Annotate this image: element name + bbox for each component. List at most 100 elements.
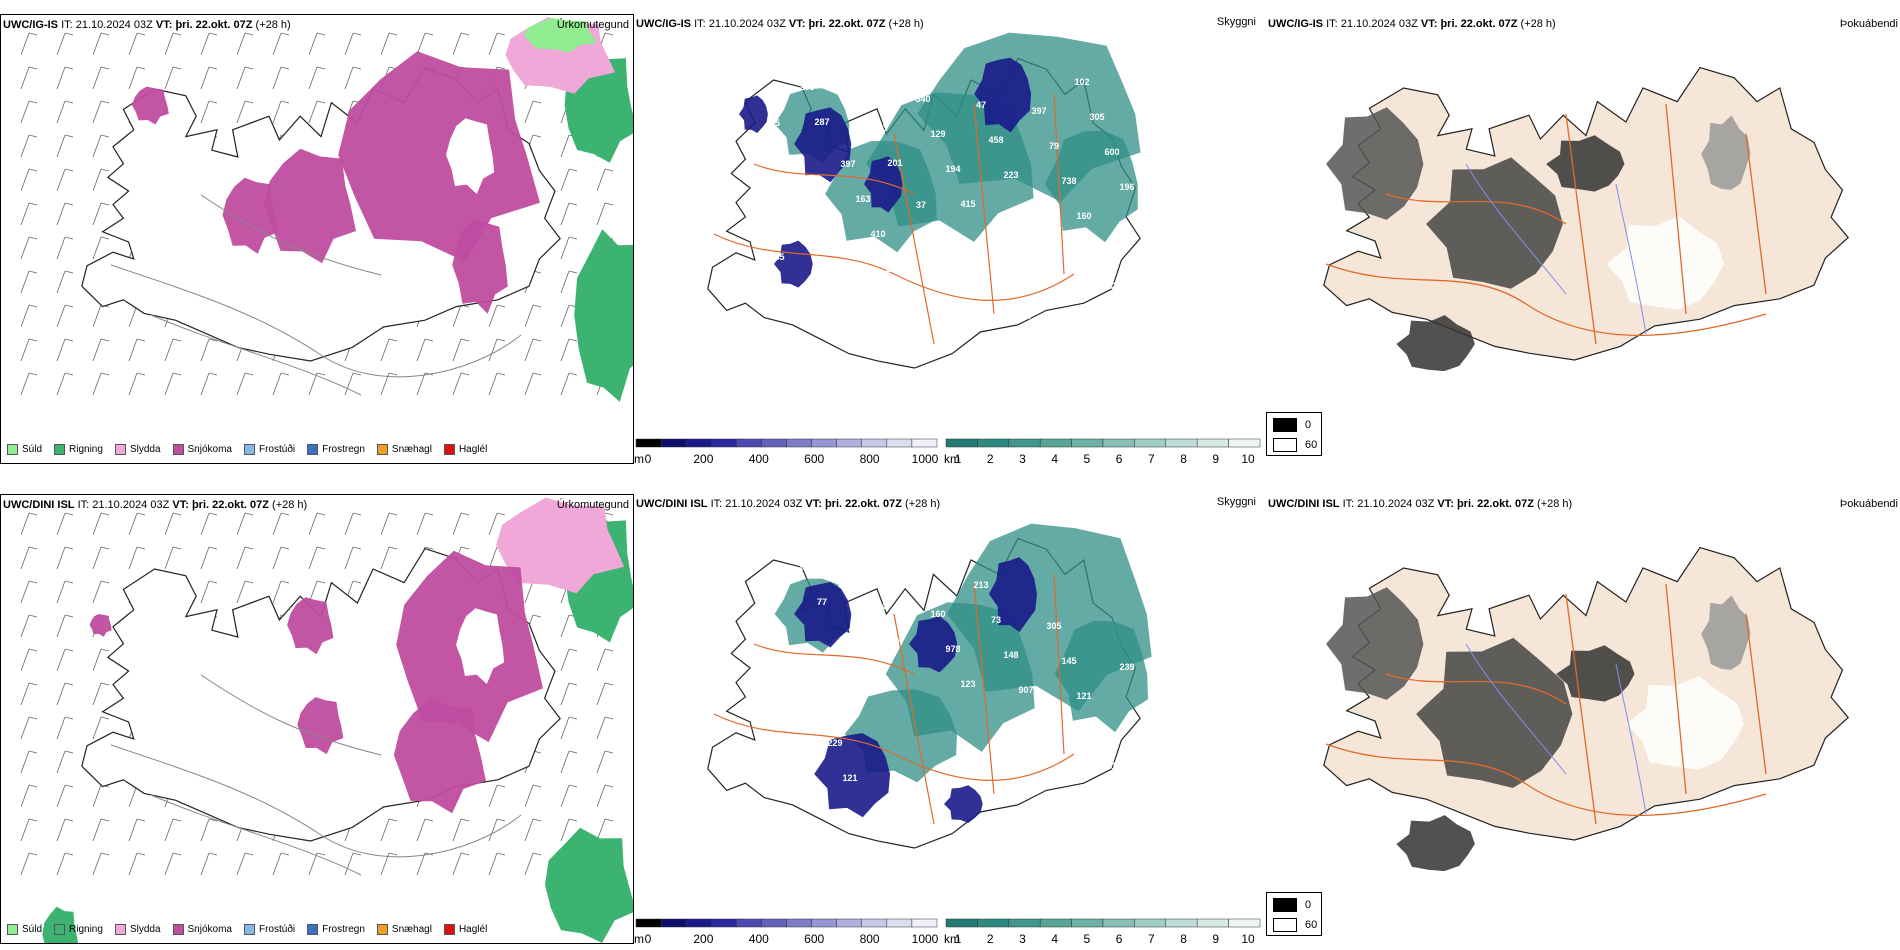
wind-barb-flag (604, 716, 614, 720)
wind-barb-flag (64, 818, 74, 822)
wind-barb (20, 852, 30, 876)
wind-barb (56, 648, 66, 672)
visibility-panel-bottom: 272 77 37 123 630 216 920 05 978 907 76 58 19 160 148 1… (634, 494, 1270, 946)
elevation-label: 92 (1062, 282, 1072, 292)
elevation-colorbar-unit: m (634, 452, 644, 466)
fog-legend-bottom: 0 60 (1266, 892, 1322, 936)
wind-barb-flag (244, 100, 254, 104)
wind-barb (20, 304, 30, 328)
wind-barb-flag (64, 852, 74, 856)
elevation-colorbar-segment (711, 918, 737, 928)
wind-barb-flag (64, 614, 74, 618)
wind-barb (56, 304, 66, 328)
river-network (1465, 163, 1647, 335)
wind-barb (488, 372, 498, 396)
wind-barb-flag (208, 66, 218, 70)
visibility-colorbar-tick: 5 (1084, 932, 1091, 946)
elevation-label: 196 (1119, 182, 1134, 192)
legend-label: Slydda (129, 444, 161, 455)
wind-barb-flag (496, 32, 506, 36)
visibility-colorbar-tick: 4 (1051, 932, 1058, 946)
wind-barb (272, 32, 282, 56)
elevation-label: 195 (754, 217, 769, 227)
precip-legend: Súld Rigning Slydda Snjókoma Frostúði Frostre… (7, 924, 487, 935)
fog-high-swatch (1273, 438, 1297, 452)
wind-barb-flag (532, 614, 542, 618)
wind-barb (20, 512, 30, 536)
wind-barb-flag (100, 32, 110, 36)
wind-barb (20, 270, 30, 294)
wind-barb-flag (208, 512, 218, 516)
wind-barb-flag (604, 202, 614, 206)
wind-barb-flag (64, 648, 74, 652)
fog-low-swatch (1273, 898, 1297, 912)
wind-barb (20, 168, 30, 192)
fog-index-area (1396, 315, 1475, 372)
wind-barb-flag (388, 818, 398, 822)
visibility-colorbar-tick: 10 (1241, 932, 1255, 946)
visibility-colorbar-segment (1228, 918, 1261, 928)
wind-barb (380, 818, 390, 842)
wind-barb (164, 338, 174, 362)
wind-barb-flag (532, 100, 542, 104)
wind-barb (560, 168, 570, 192)
legend-item-4: Frostúði (243, 444, 295, 455)
wind-barb-flag (388, 338, 398, 342)
elevation-label: 490 (754, 697, 769, 707)
elevation-label: 102 (1074, 77, 1089, 87)
elevation-label: 125 (857, 88, 872, 98)
legend-swatch (443, 444, 455, 455)
fog-legend-top: 0 60 (1266, 412, 1322, 456)
wind-barb (596, 682, 606, 706)
wind-barb-flag (64, 202, 74, 206)
wind-barb (488, 784, 498, 808)
wind-barb-flag (100, 100, 110, 104)
wind-barb (596, 716, 606, 740)
wind-barb (560, 648, 570, 672)
wind-barb (128, 66, 138, 90)
wind-barb-flag (100, 818, 110, 822)
elevation-label: 253 (943, 270, 958, 280)
panel-variable: Skyggni (1216, 496, 1256, 508)
wind-barb (56, 32, 66, 56)
wind-barb (308, 66, 318, 90)
wind-barb-flag (496, 818, 506, 822)
visibility-colorbar-segment (1008, 918, 1041, 928)
wind-barb (452, 372, 462, 396)
wind-barb-flag (568, 270, 578, 274)
legend-label: Frostregn (322, 924, 365, 935)
wind-barb-flag (316, 32, 326, 36)
wind-barb-flag (100, 202, 110, 206)
wind-barb-flag (244, 580, 254, 584)
legend-label: Slydda (129, 924, 161, 935)
wind-barb-flag (352, 546, 362, 550)
legend-swatch (54, 444, 66, 455)
wind-barb (308, 372, 318, 396)
legend-item-4: Frostúði (243, 924, 295, 935)
wind-barb-flag (28, 818, 38, 822)
legend-label: Frostregn (322, 444, 365, 455)
legend-item-6: Snæhagl (376, 924, 432, 935)
elevation-label: 410 (870, 229, 885, 239)
elevation-label: 397 (1031, 106, 1046, 116)
elevation-label: 75 (815, 703, 825, 713)
visibility-colorbar-segment (1008, 438, 1041, 448)
wind-barb-flag (244, 372, 254, 376)
elevation-label: 73 (991, 615, 1001, 625)
wind-barb (560, 750, 570, 774)
elevation-label: 05 (875, 603, 885, 613)
elevation-colorbar-segment (761, 438, 787, 448)
legend-item-5: Frostregn (307, 924, 365, 935)
wind-barb-flag (28, 784, 38, 788)
elevation-label: 185 (769, 252, 784, 262)
wind-barb-flag (136, 546, 146, 550)
wind-barb (20, 372, 30, 396)
wind-barb-flag (280, 512, 290, 516)
elevation-label: 700 (958, 305, 973, 315)
road-network (1325, 583, 1767, 825)
fog-index-area (1426, 157, 1563, 289)
elevation-colorbar-segment (736, 438, 762, 448)
wind-barb-flag (568, 202, 578, 206)
wind-barb (344, 546, 354, 570)
wind-barb (308, 512, 318, 536)
